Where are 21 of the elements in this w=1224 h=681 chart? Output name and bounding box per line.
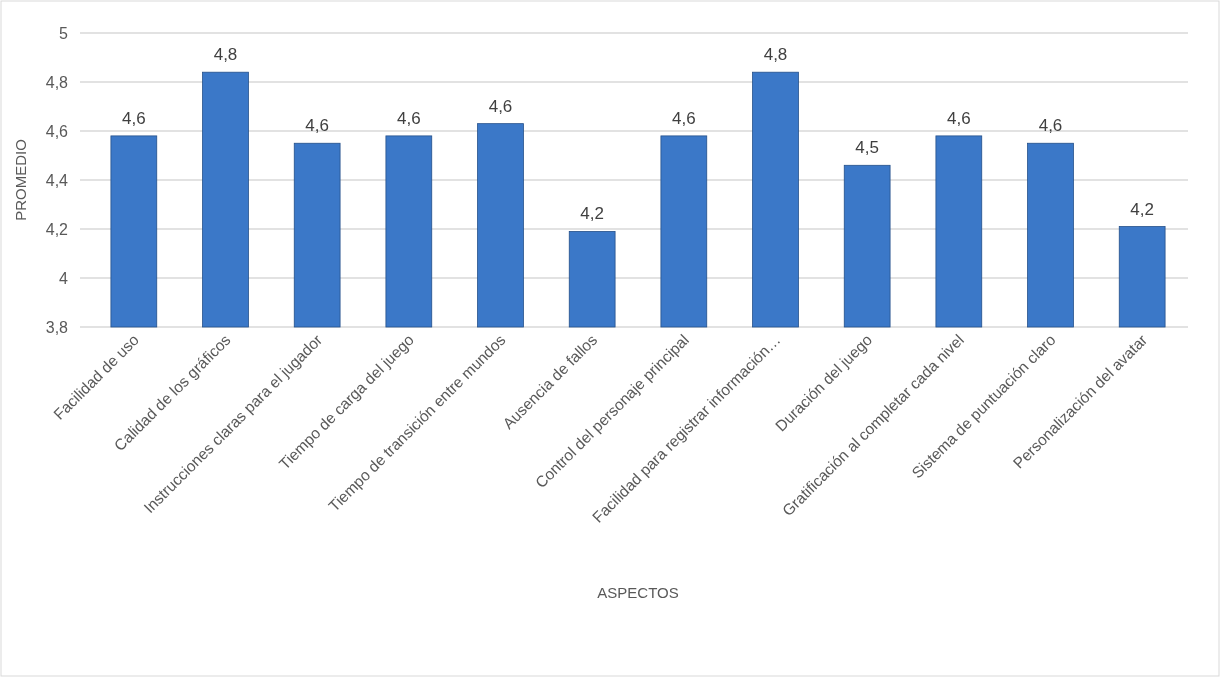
data-label: 4,6 bbox=[1038, 116, 1063, 136]
data-label: 4,5 bbox=[855, 138, 879, 158]
y-axis-title: PROMEDIO bbox=[12, 139, 29, 221]
y-tick-label: 4,2 bbox=[45, 220, 69, 238]
data-label: 4,6 bbox=[122, 108, 146, 128]
data-label: 4,2 bbox=[580, 204, 604, 224]
data-label: 4,6 bbox=[672, 108, 696, 128]
data-label: 4,6 bbox=[947, 108, 971, 128]
y-tick-label: 3,8 bbox=[45, 318, 69, 336]
data-label: 4,6 bbox=[488, 96, 513, 116]
y-tick-label: 4,4 bbox=[45, 171, 69, 189]
data-label: 4,2 bbox=[1130, 199, 1154, 219]
data-label: 4,8 bbox=[763, 45, 788, 65]
y-tick-label: 5 bbox=[59, 24, 69, 42]
x-axis-title: ASPECTOS bbox=[597, 584, 679, 601]
data-label: 4,6 bbox=[305, 116, 329, 136]
y-tick-label: 4,8 bbox=[45, 73, 69, 91]
y-tick-label: 4,6 bbox=[45, 122, 69, 140]
data-label: 4,6 bbox=[397, 108, 421, 128]
y-tick-label: 4 bbox=[59, 269, 69, 287]
data-label: 4,8 bbox=[213, 45, 238, 65]
